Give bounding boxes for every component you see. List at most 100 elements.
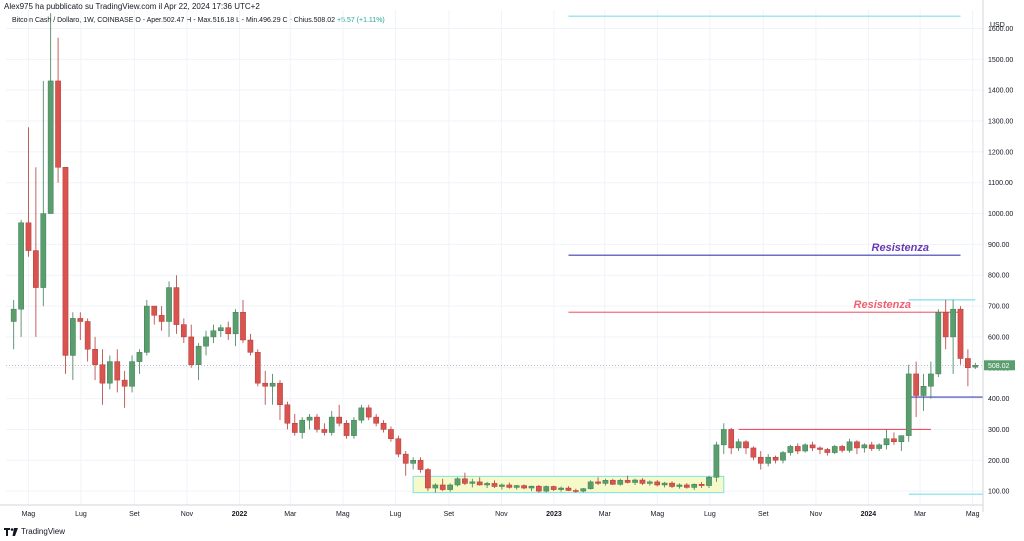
- candle-body: [809, 444, 816, 449]
- candle-body: [573, 490, 579, 492]
- candle-body: [891, 438, 897, 443]
- candle-body: [351, 419, 357, 436]
- candle-body: [965, 358, 971, 369]
- candle-body: [476, 481, 483, 486]
- candle-body: [402, 453, 409, 464]
- candle-body: [854, 441, 860, 449]
- candle-body: [240, 311, 246, 341]
- candle-body: [484, 483, 490, 486]
- candle-body: [905, 373, 912, 436]
- candle-body: [114, 361, 121, 381]
- candle-body: [521, 485, 527, 489]
- candle-body: [683, 484, 690, 488]
- candle-body: [225, 327, 232, 335]
- candle-body: [772, 456, 779, 461]
- candle-body: [388, 429, 394, 439]
- y-tick-label: 1100.00: [988, 180, 1013, 187]
- x-tick-label: Set: [758, 511, 769, 518]
- candle-body: [831, 446, 838, 453]
- candle-body: [203, 336, 209, 347]
- candle-body: [706, 476, 712, 486]
- candle-body: [10, 308, 17, 322]
- candle-body: [536, 485, 542, 492]
- y-tick-label: 1000.00: [988, 211, 1013, 218]
- candle-body: [70, 318, 76, 356]
- candle-body: [447, 484, 453, 490]
- x-tick-label: Mar: [599, 511, 612, 518]
- x-tick-label: Nov: [810, 511, 823, 518]
- x-tick-label: Mag: [966, 511, 980, 518]
- x-tick-label: Lug: [75, 511, 87, 518]
- footer: TradingView: [4, 527, 65, 536]
- candle-body: [580, 488, 587, 492]
- candle-body: [757, 456, 764, 464]
- candle-body: [358, 407, 365, 421]
- y-tick-label: 800.00: [988, 273, 1010, 280]
- candle-body: [735, 441, 742, 449]
- candle-body: [846, 441, 853, 451]
- candle-body: [410, 460, 416, 464]
- y-tick-label: 1200.00: [988, 149, 1013, 156]
- candle-body: [720, 429, 727, 446]
- x-tick-label: Mar: [914, 511, 927, 518]
- candle-body: [780, 452, 786, 461]
- candle-body: [617, 480, 624, 485]
- candle-body: [610, 480, 616, 485]
- candle-body: [602, 480, 609, 484]
- candle-body: [713, 444, 720, 478]
- candle-body: [824, 449, 831, 453]
- candle-body: [99, 364, 106, 384]
- tradingview-logo-icon: [4, 527, 18, 536]
- candle-body: [158, 315, 165, 322]
- x-tick-label: Set: [444, 511, 455, 518]
- tradingview-brand: TradingView: [21, 527, 66, 536]
- candle-body: [299, 419, 306, 433]
- candle-body: [62, 167, 69, 356]
- candle-body: [454, 478, 461, 486]
- x-tick-label: 2022: [232, 511, 248, 518]
- candle-body: [920, 386, 927, 396]
- candle-body: [728, 429, 735, 449]
- x-tick-label: 2024: [861, 511, 877, 518]
- candle-body: [928, 373, 934, 387]
- candle-body: [18, 222, 24, 310]
- y-tick-label: 600.00: [988, 334, 1010, 341]
- candle-body: [291, 423, 298, 433]
- candle-body: [817, 447, 823, 450]
- candle-body: [306, 416, 313, 421]
- candle-body: [92, 349, 98, 365]
- candle-body: [336, 416, 343, 424]
- y-tick-label: 100.00: [988, 489, 1010, 496]
- y-tick-label: 900.00: [988, 242, 1010, 249]
- candle-body: [839, 446, 845, 451]
- candle-body: [972, 365, 979, 368]
- candle-body: [595, 481, 601, 484]
- candle-body: [425, 469, 431, 489]
- y-tick-label: 1300.00: [988, 119, 1013, 126]
- candle-body: [77, 318, 84, 322]
- x-tick-label: Mag: [336, 511, 350, 518]
- y-tick-label: 200.00: [988, 458, 1010, 465]
- y-tick-label: 1600.00: [988, 26, 1013, 33]
- x-tick-label: Nov: [181, 511, 194, 518]
- legend-ohlc: Bitcoin Cash / Dollaro, 1W, COINBASE O -…: [12, 17, 336, 24]
- candle-body: [794, 446, 801, 452]
- candle-body: [55, 80, 61, 168]
- candle-body: [380, 423, 387, 430]
- accumulation-box: [412, 475, 725, 494]
- candle-body: [47, 80, 54, 214]
- candle-body: [750, 447, 757, 458]
- candle-body: [661, 482, 668, 486]
- candle-body: [247, 339, 254, 353]
- candle-body: [439, 484, 446, 490]
- candle-body: [462, 478, 468, 484]
- candle-body: [639, 479, 646, 484]
- candle-body: [883, 438, 890, 446]
- candle-body: [314, 416, 320, 430]
- candle-body: [950, 308, 956, 338]
- candle-body: [284, 404, 291, 424]
- candle-body: [942, 311, 949, 338]
- candle-body: [84, 321, 91, 350]
- candle-body: [277, 382, 283, 406]
